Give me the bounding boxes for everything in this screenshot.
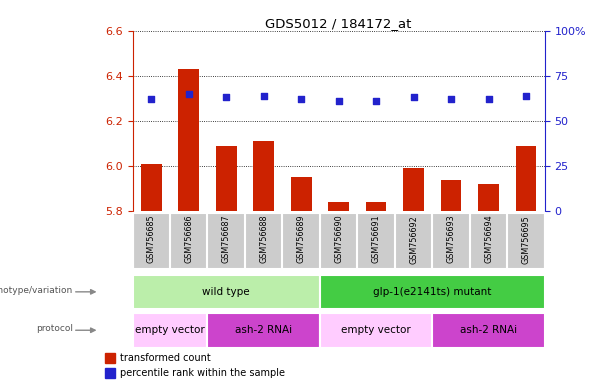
Bar [441, 180, 461, 211]
Point [334, 98, 343, 104]
Point [221, 94, 231, 101]
Bar [320, 275, 545, 309]
Text: GSM756688: GSM756688 [259, 215, 268, 263]
Text: ash-2 RNAi: ash-2 RNAi [460, 325, 517, 335]
Bar [328, 202, 349, 211]
Text: empty vector: empty vector [135, 325, 205, 335]
Text: empty vector: empty vector [341, 325, 411, 335]
Text: wild type: wild type [203, 287, 250, 297]
Text: GSM756689: GSM756689 [297, 215, 306, 263]
Bar [432, 313, 545, 348]
Bar [105, 353, 115, 362]
Text: GSM756685: GSM756685 [147, 215, 155, 263]
Text: ash-2 RNAi: ash-2 RNAi [235, 325, 292, 335]
Point [446, 96, 456, 103]
Text: GSM756691: GSM756691 [372, 215, 380, 263]
Point [147, 96, 156, 103]
Bar [207, 313, 320, 348]
Text: GSM756690: GSM756690 [334, 215, 343, 263]
Text: transformed count: transformed count [120, 353, 211, 363]
Text: GSM756693: GSM756693 [446, 215, 456, 263]
Bar [133, 313, 207, 348]
Point [484, 96, 494, 103]
Bar [178, 69, 199, 211]
Text: GSM756694: GSM756694 [484, 215, 493, 263]
Text: GSM756686: GSM756686 [184, 215, 193, 263]
Title: GDS5012 / 184172_at: GDS5012 / 184172_at [266, 17, 412, 30]
Text: glp-1(e2141ts) mutant: glp-1(e2141ts) mutant [373, 287, 492, 297]
Text: GSM756695: GSM756695 [522, 215, 531, 263]
Bar [516, 146, 537, 211]
Text: genotype/variation: genotype/variation [0, 286, 73, 295]
Text: GSM756692: GSM756692 [409, 215, 418, 263]
Bar [105, 368, 115, 378]
Text: percentile rank within the sample: percentile rank within the sample [120, 368, 285, 378]
Bar [320, 313, 432, 348]
Bar [253, 141, 274, 211]
Text: protocol: protocol [36, 324, 73, 333]
Point [372, 98, 381, 104]
Point [296, 96, 306, 103]
Bar [141, 164, 161, 211]
Bar [216, 146, 237, 211]
Bar [403, 168, 424, 211]
Bar [133, 275, 320, 309]
Bar [291, 177, 312, 211]
Point [184, 91, 193, 97]
Bar [478, 184, 499, 211]
Bar [366, 202, 386, 211]
Point [521, 93, 531, 99]
Point [259, 93, 269, 99]
Text: GSM756687: GSM756687 [221, 215, 231, 263]
Point [409, 94, 418, 101]
